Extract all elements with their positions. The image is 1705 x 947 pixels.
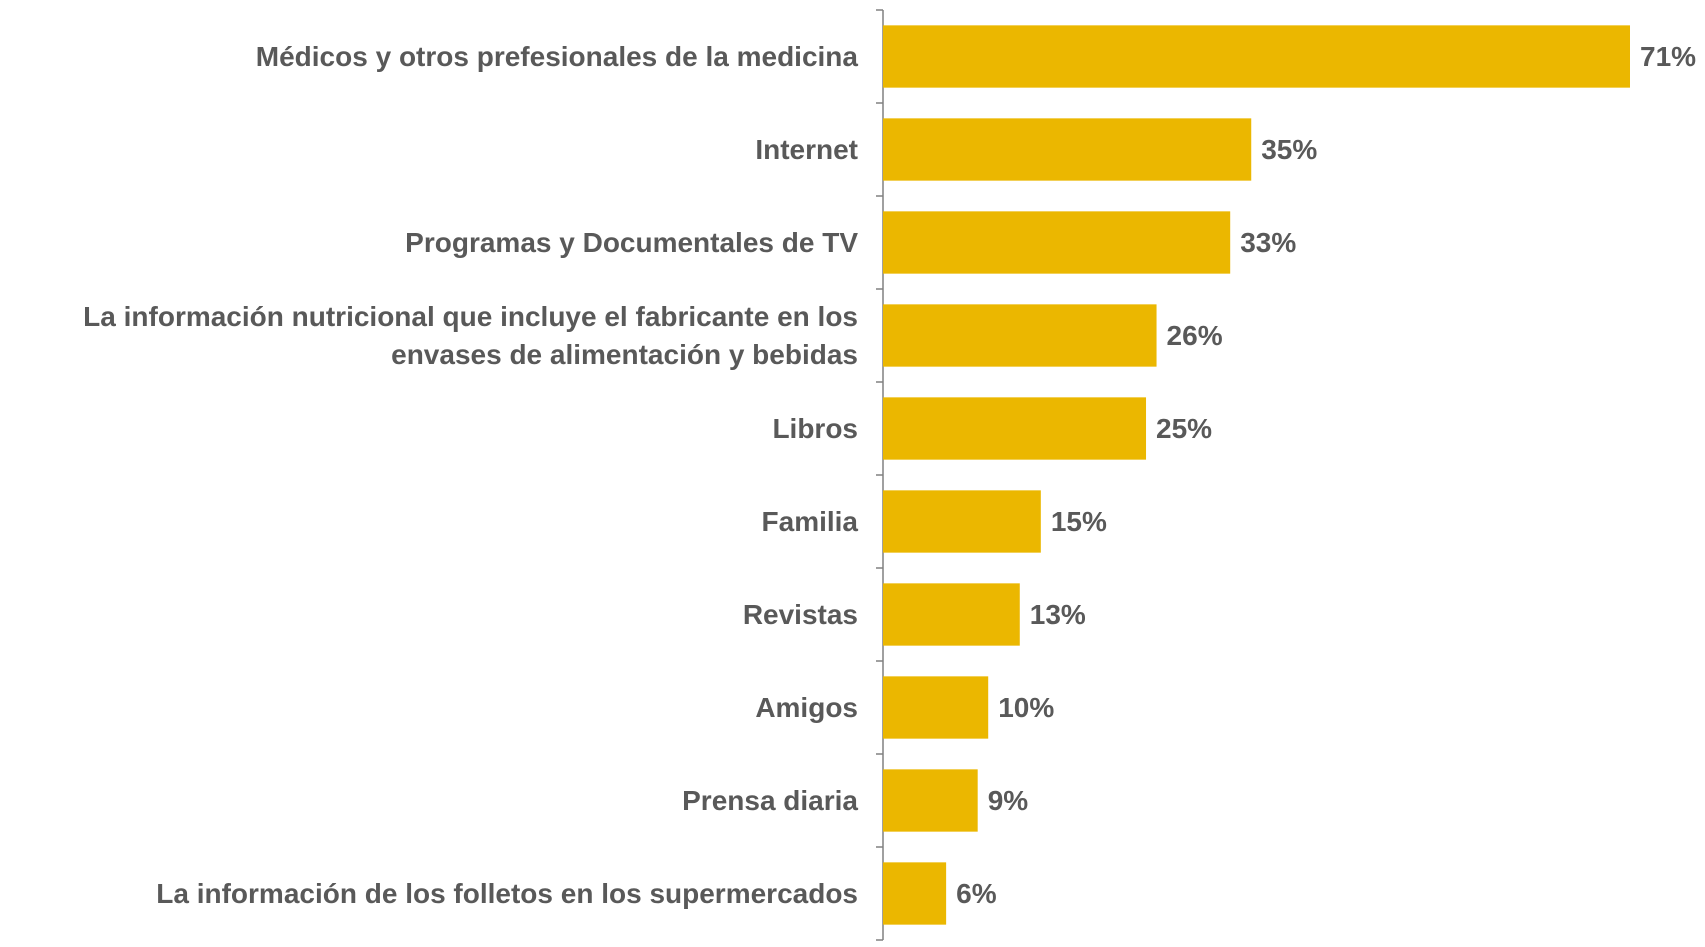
category-label: Revistas	[742, 598, 858, 630]
value-label: 15%	[1050, 505, 1107, 537]
bar	[883, 304, 1157, 367]
category-label: Internet	[755, 133, 858, 165]
category-label: La información de los folletos en los su…	[156, 877, 858, 909]
category-label: La información nutricional que incluye e…	[83, 300, 858, 370]
bar	[883, 25, 1630, 88]
value-label: 13%	[1029, 598, 1086, 630]
category-label: Familia	[761, 505, 858, 537]
value-label: 10%	[998, 691, 1055, 723]
value-label: 71%	[1640, 40, 1697, 72]
bar	[883, 490, 1041, 553]
category-label: Amigos	[755, 691, 858, 723]
bar	[883, 397, 1147, 460]
category-label: Libros	[772, 412, 858, 444]
value-label: 9%	[987, 784, 1029, 816]
bar	[883, 583, 1020, 646]
bar	[883, 862, 947, 925]
category-label: Programas y Documentales de TV	[405, 226, 858, 258]
bar	[883, 676, 989, 739]
category-label: Médicos y otros prefesionales de la medi…	[255, 40, 858, 72]
value-label: 26%	[1166, 319, 1223, 351]
value-label: 6%	[956, 877, 997, 909]
category-label: Prensa diaria	[682, 784, 858, 816]
bar	[883, 211, 1231, 274]
value-label: 25%	[1156, 412, 1213, 444]
value-label: 35%	[1261, 133, 1318, 165]
bar	[883, 769, 978, 832]
value-label: 33%	[1240, 226, 1297, 258]
bar	[883, 118, 1252, 181]
